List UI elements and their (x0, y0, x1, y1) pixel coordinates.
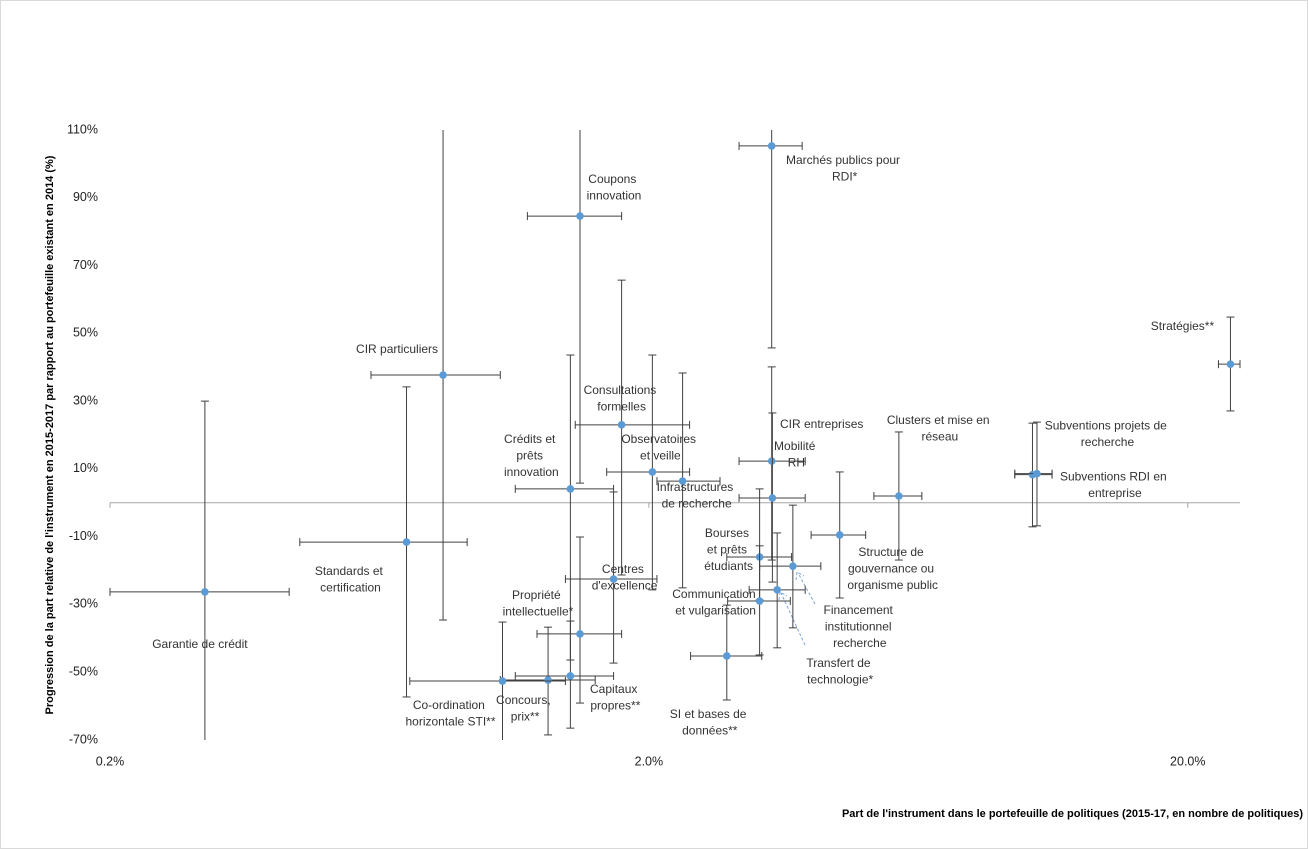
point-label: Subventions RDI en entreprise (1060, 470, 1170, 501)
y-tick-label: 90% (73, 190, 98, 204)
point-label: Co-ordination horizontale STI** (405, 698, 495, 729)
point-label: Centres d'excellence (592, 562, 658, 593)
y-tick-label: 30% (73, 393, 98, 407)
point (767, 142, 776, 150)
error-bars (514, 354, 615, 661)
leader-arrow (780, 592, 806, 646)
point (768, 494, 777, 502)
point (576, 212, 584, 220)
point-label: Mobilité RH (774, 439, 819, 470)
point (722, 652, 731, 660)
point (609, 575, 618, 583)
point-label: Marchés publics pour RDI* (786, 153, 903, 184)
y-tick-label: 50% (73, 326, 98, 340)
point-label: Observatoires et veille (621, 432, 699, 463)
error-bars (526, 130, 623, 484)
point-label: CIR entreprises (780, 417, 863, 431)
y-tick-label: 110% (67, 122, 98, 136)
point-label: Capitaux propres** (590, 682, 641, 713)
y-tick-label: -50% (69, 665, 98, 679)
x-axis-title: Part de l'instrument dans le portefeuill… (842, 808, 1303, 820)
point (1226, 360, 1235, 368)
error-bars (109, 400, 290, 740)
point (755, 597, 764, 605)
point (576, 630, 584, 638)
point-label: Stratégies** (1151, 319, 1215, 333)
y-tick-label: -30% (69, 597, 98, 611)
point (789, 562, 797, 570)
point-label: Concours, prix** (496, 693, 554, 724)
point-label: Coupons innovation (587, 172, 642, 203)
point (648, 468, 657, 476)
point-label: Infrastructures de recherche (657, 480, 737, 511)
x-tick-label: 0.2% (96, 754, 125, 768)
x-tick-label: 2.0% (635, 754, 664, 768)
point (201, 588, 209, 596)
point (617, 421, 626, 429)
point (1033, 469, 1041, 478)
point-label: Structure de gouvernance ou organisme pu… (847, 545, 938, 592)
arrow-head (778, 591, 788, 601)
point-label: Consultations formelles (584, 383, 660, 414)
point-label: CIR particuliers (356, 342, 438, 356)
leader-arrow (797, 572, 816, 605)
point-label: Transfert de technologie* (806, 656, 874, 687)
point (767, 457, 776, 465)
x-tick-label: 20.0% (1170, 754, 1205, 768)
point (678, 477, 687, 485)
point-label: Communication et vulgarisation (672, 587, 759, 618)
point (835, 531, 844, 539)
point-label: Financement institutionnel recherche (824, 603, 897, 650)
point (566, 672, 575, 680)
point (498, 677, 507, 685)
y-tick-label: 10% (73, 461, 98, 475)
point (773, 586, 781, 594)
point (544, 676, 552, 684)
point (895, 492, 903, 500)
y-tick-label: 70% (73, 258, 98, 272)
point (566, 485, 575, 493)
y-axis-title: Progression de la part relative de l'ins… (44, 155, 56, 714)
point-label: Standards et certification (315, 564, 386, 595)
y-tick-label: -70% (69, 732, 98, 746)
point-label: Crédits et prêts innovation (504, 432, 559, 479)
point-label: Garantie de crédit (152, 637, 248, 651)
point-label: Clusters et mise en réseau (887, 413, 993, 444)
point (439, 371, 447, 379)
point-label: Bourses et prêts étudiants (704, 526, 753, 573)
point-label: Subventions projets de recherche (1045, 419, 1170, 450)
point-label: SI et bases de données** (670, 707, 750, 738)
leader-arrows (778, 571, 816, 646)
arrow-head (795, 571, 805, 581)
point-label: Propriété intellectuelle* (503, 588, 574, 619)
y-tick-label: -10% (69, 529, 98, 543)
point (402, 538, 411, 546)
